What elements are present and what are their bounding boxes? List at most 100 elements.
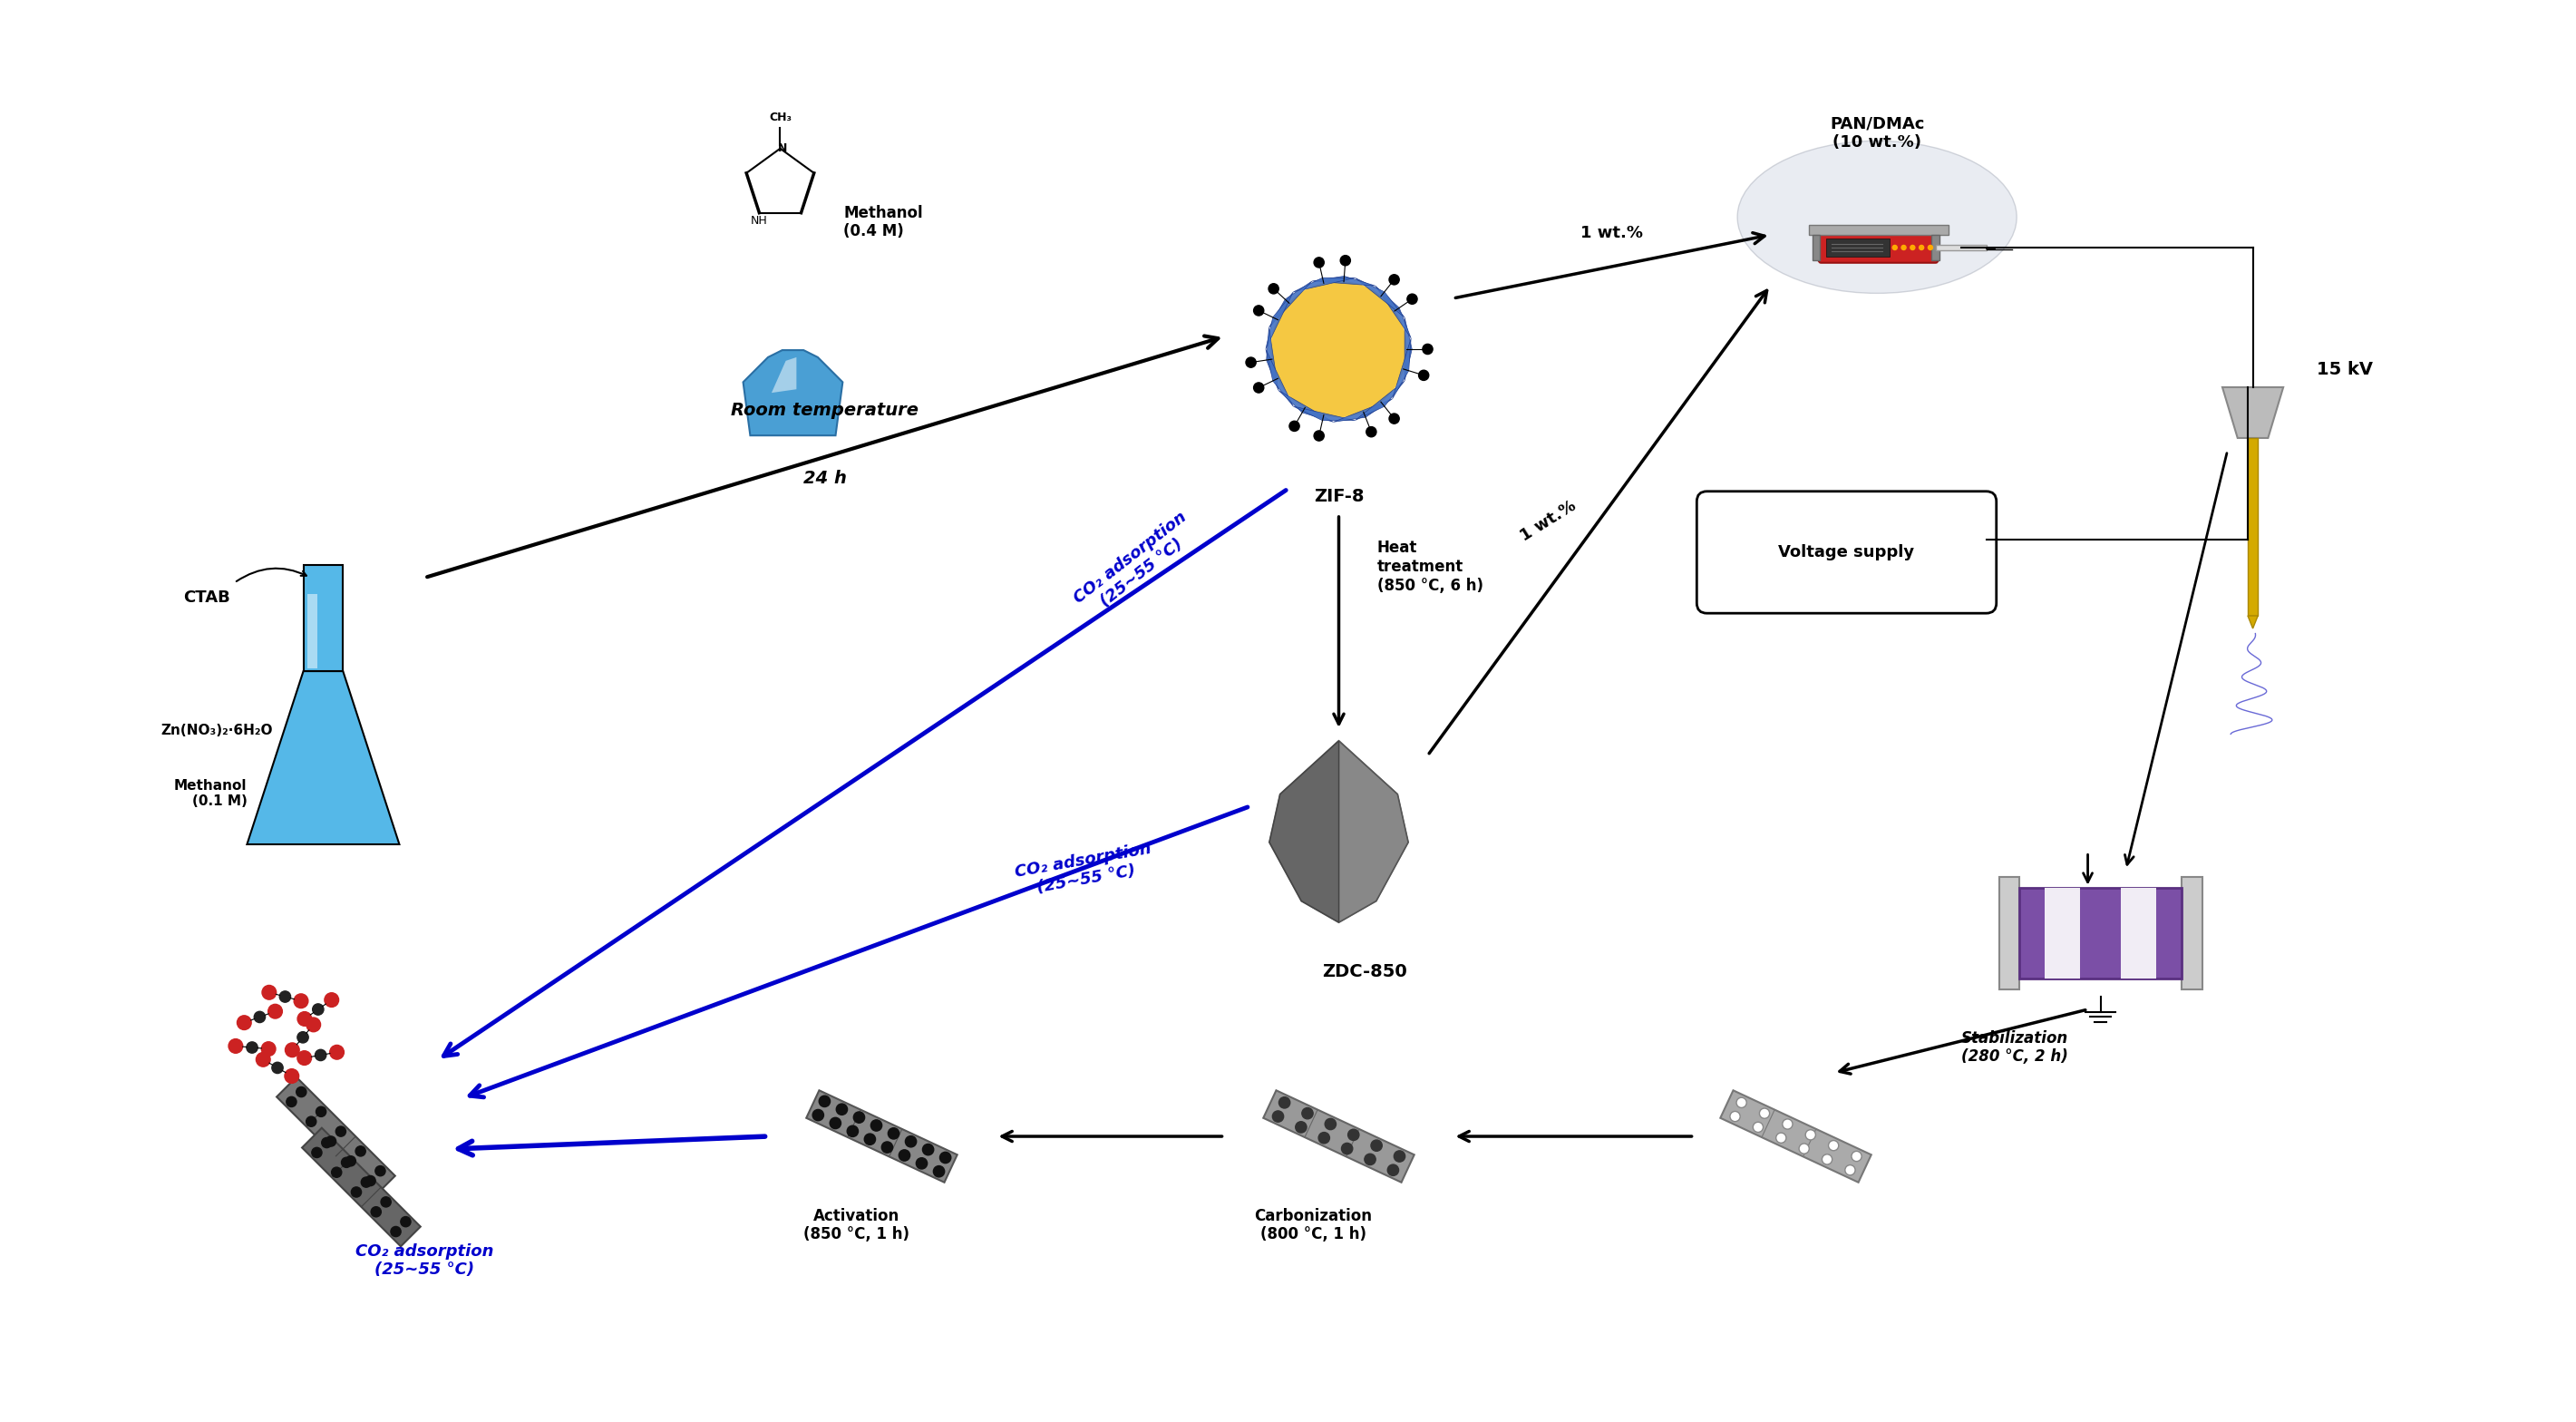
Circle shape: [1775, 1133, 1785, 1143]
Text: Activation
(850 °C, 1 h): Activation (850 °C, 1 h): [804, 1207, 909, 1243]
Text: CO₂ adsorption
(25~55 °C): CO₂ adsorption (25~55 °C): [355, 1243, 495, 1278]
Bar: [2182, 877, 2202, 990]
Circle shape: [904, 1136, 917, 1148]
Circle shape: [853, 1112, 866, 1123]
Circle shape: [402, 1217, 410, 1227]
Bar: [1826, 239, 1891, 256]
Polygon shape: [1270, 282, 1311, 327]
Bar: [1814, 235, 1819, 260]
Circle shape: [1406, 294, 1417, 304]
Text: ZIF-8: ZIF-8: [1314, 488, 1363, 505]
Polygon shape: [1267, 327, 1278, 390]
Circle shape: [1419, 370, 1430, 380]
Polygon shape: [1265, 292, 1293, 348]
Text: CO₂ adsorption
(25~55 °C): CO₂ adsorption (25~55 °C): [1015, 840, 1157, 899]
Circle shape: [1314, 257, 1324, 267]
Circle shape: [322, 1138, 332, 1148]
Circle shape: [829, 1118, 840, 1129]
Bar: [307, 594, 317, 668]
Circle shape: [1394, 1150, 1404, 1162]
Polygon shape: [247, 671, 399, 845]
Circle shape: [371, 1207, 381, 1217]
Polygon shape: [1293, 277, 1355, 292]
Circle shape: [1783, 1119, 1793, 1129]
Circle shape: [392, 1227, 402, 1237]
Circle shape: [848, 1126, 858, 1136]
Polygon shape: [1340, 741, 1409, 923]
Circle shape: [1798, 1143, 1808, 1153]
Text: 15 kV: 15 kV: [2316, 361, 2372, 378]
Circle shape: [1296, 1122, 1306, 1133]
Bar: [1932, 235, 1940, 260]
Text: NH: NH: [750, 215, 768, 228]
Circle shape: [866, 1133, 876, 1145]
Circle shape: [1314, 431, 1324, 441]
Polygon shape: [1265, 350, 1293, 407]
Circle shape: [325, 993, 337, 1007]
Circle shape: [1731, 1112, 1741, 1122]
Circle shape: [1852, 1152, 1862, 1162]
Circle shape: [1255, 383, 1265, 392]
Bar: [2120, 887, 2156, 978]
Circle shape: [1893, 245, 1896, 250]
Circle shape: [343, 1158, 350, 1167]
Polygon shape: [1293, 407, 1355, 421]
FancyBboxPatch shape: [1819, 232, 1937, 263]
Circle shape: [376, 1166, 386, 1176]
Circle shape: [1901, 245, 1906, 250]
Circle shape: [330, 1045, 345, 1059]
Text: Room temperature: Room temperature: [732, 402, 920, 419]
Text: CTAB: CTAB: [183, 590, 229, 606]
Text: Voltage supply: Voltage supply: [1777, 545, 1914, 560]
Circle shape: [286, 1042, 299, 1057]
Circle shape: [296, 1032, 309, 1042]
Polygon shape: [742, 350, 842, 435]
Circle shape: [263, 985, 276, 1000]
Circle shape: [1754, 1122, 1762, 1132]
FancyBboxPatch shape: [1698, 492, 1996, 613]
Text: PAN/DMAc
(10 wt.%): PAN/DMAc (10 wt.%): [1829, 115, 1924, 151]
Circle shape: [247, 1042, 258, 1054]
Polygon shape: [1355, 277, 1404, 317]
Circle shape: [345, 1156, 355, 1166]
Circle shape: [1829, 1140, 1839, 1150]
Polygon shape: [301, 1128, 420, 1247]
Polygon shape: [1355, 381, 1404, 421]
Circle shape: [268, 1004, 283, 1018]
Bar: [1808, 225, 1947, 235]
Circle shape: [381, 1197, 392, 1207]
Circle shape: [335, 1126, 345, 1136]
Polygon shape: [1280, 741, 1396, 816]
Circle shape: [811, 1109, 824, 1121]
Circle shape: [1365, 1153, 1376, 1165]
Polygon shape: [1394, 338, 1412, 398]
Circle shape: [940, 1152, 951, 1163]
Circle shape: [1319, 1132, 1329, 1143]
Circle shape: [1301, 1108, 1314, 1119]
Circle shape: [1278, 1096, 1291, 1108]
Circle shape: [1270, 282, 1406, 417]
Polygon shape: [1404, 317, 1412, 381]
Circle shape: [260, 1042, 276, 1057]
Circle shape: [1919, 245, 1924, 250]
Circle shape: [317, 1106, 327, 1116]
Polygon shape: [1721, 1091, 1870, 1182]
Circle shape: [296, 1086, 307, 1096]
Circle shape: [1247, 357, 1257, 367]
Circle shape: [307, 1018, 319, 1032]
Circle shape: [1759, 1108, 1770, 1119]
Circle shape: [307, 1116, 317, 1126]
Circle shape: [355, 1146, 366, 1156]
Circle shape: [933, 1166, 945, 1177]
Circle shape: [881, 1142, 894, 1153]
Circle shape: [255, 1052, 270, 1066]
Circle shape: [1806, 1129, 1816, 1140]
Circle shape: [871, 1121, 881, 1130]
Circle shape: [1388, 1165, 1399, 1176]
Circle shape: [332, 1167, 343, 1177]
Bar: [304, 565, 343, 671]
Polygon shape: [276, 1076, 394, 1196]
Circle shape: [1273, 1111, 1283, 1122]
Circle shape: [350, 1187, 361, 1197]
Ellipse shape: [1736, 141, 2017, 293]
